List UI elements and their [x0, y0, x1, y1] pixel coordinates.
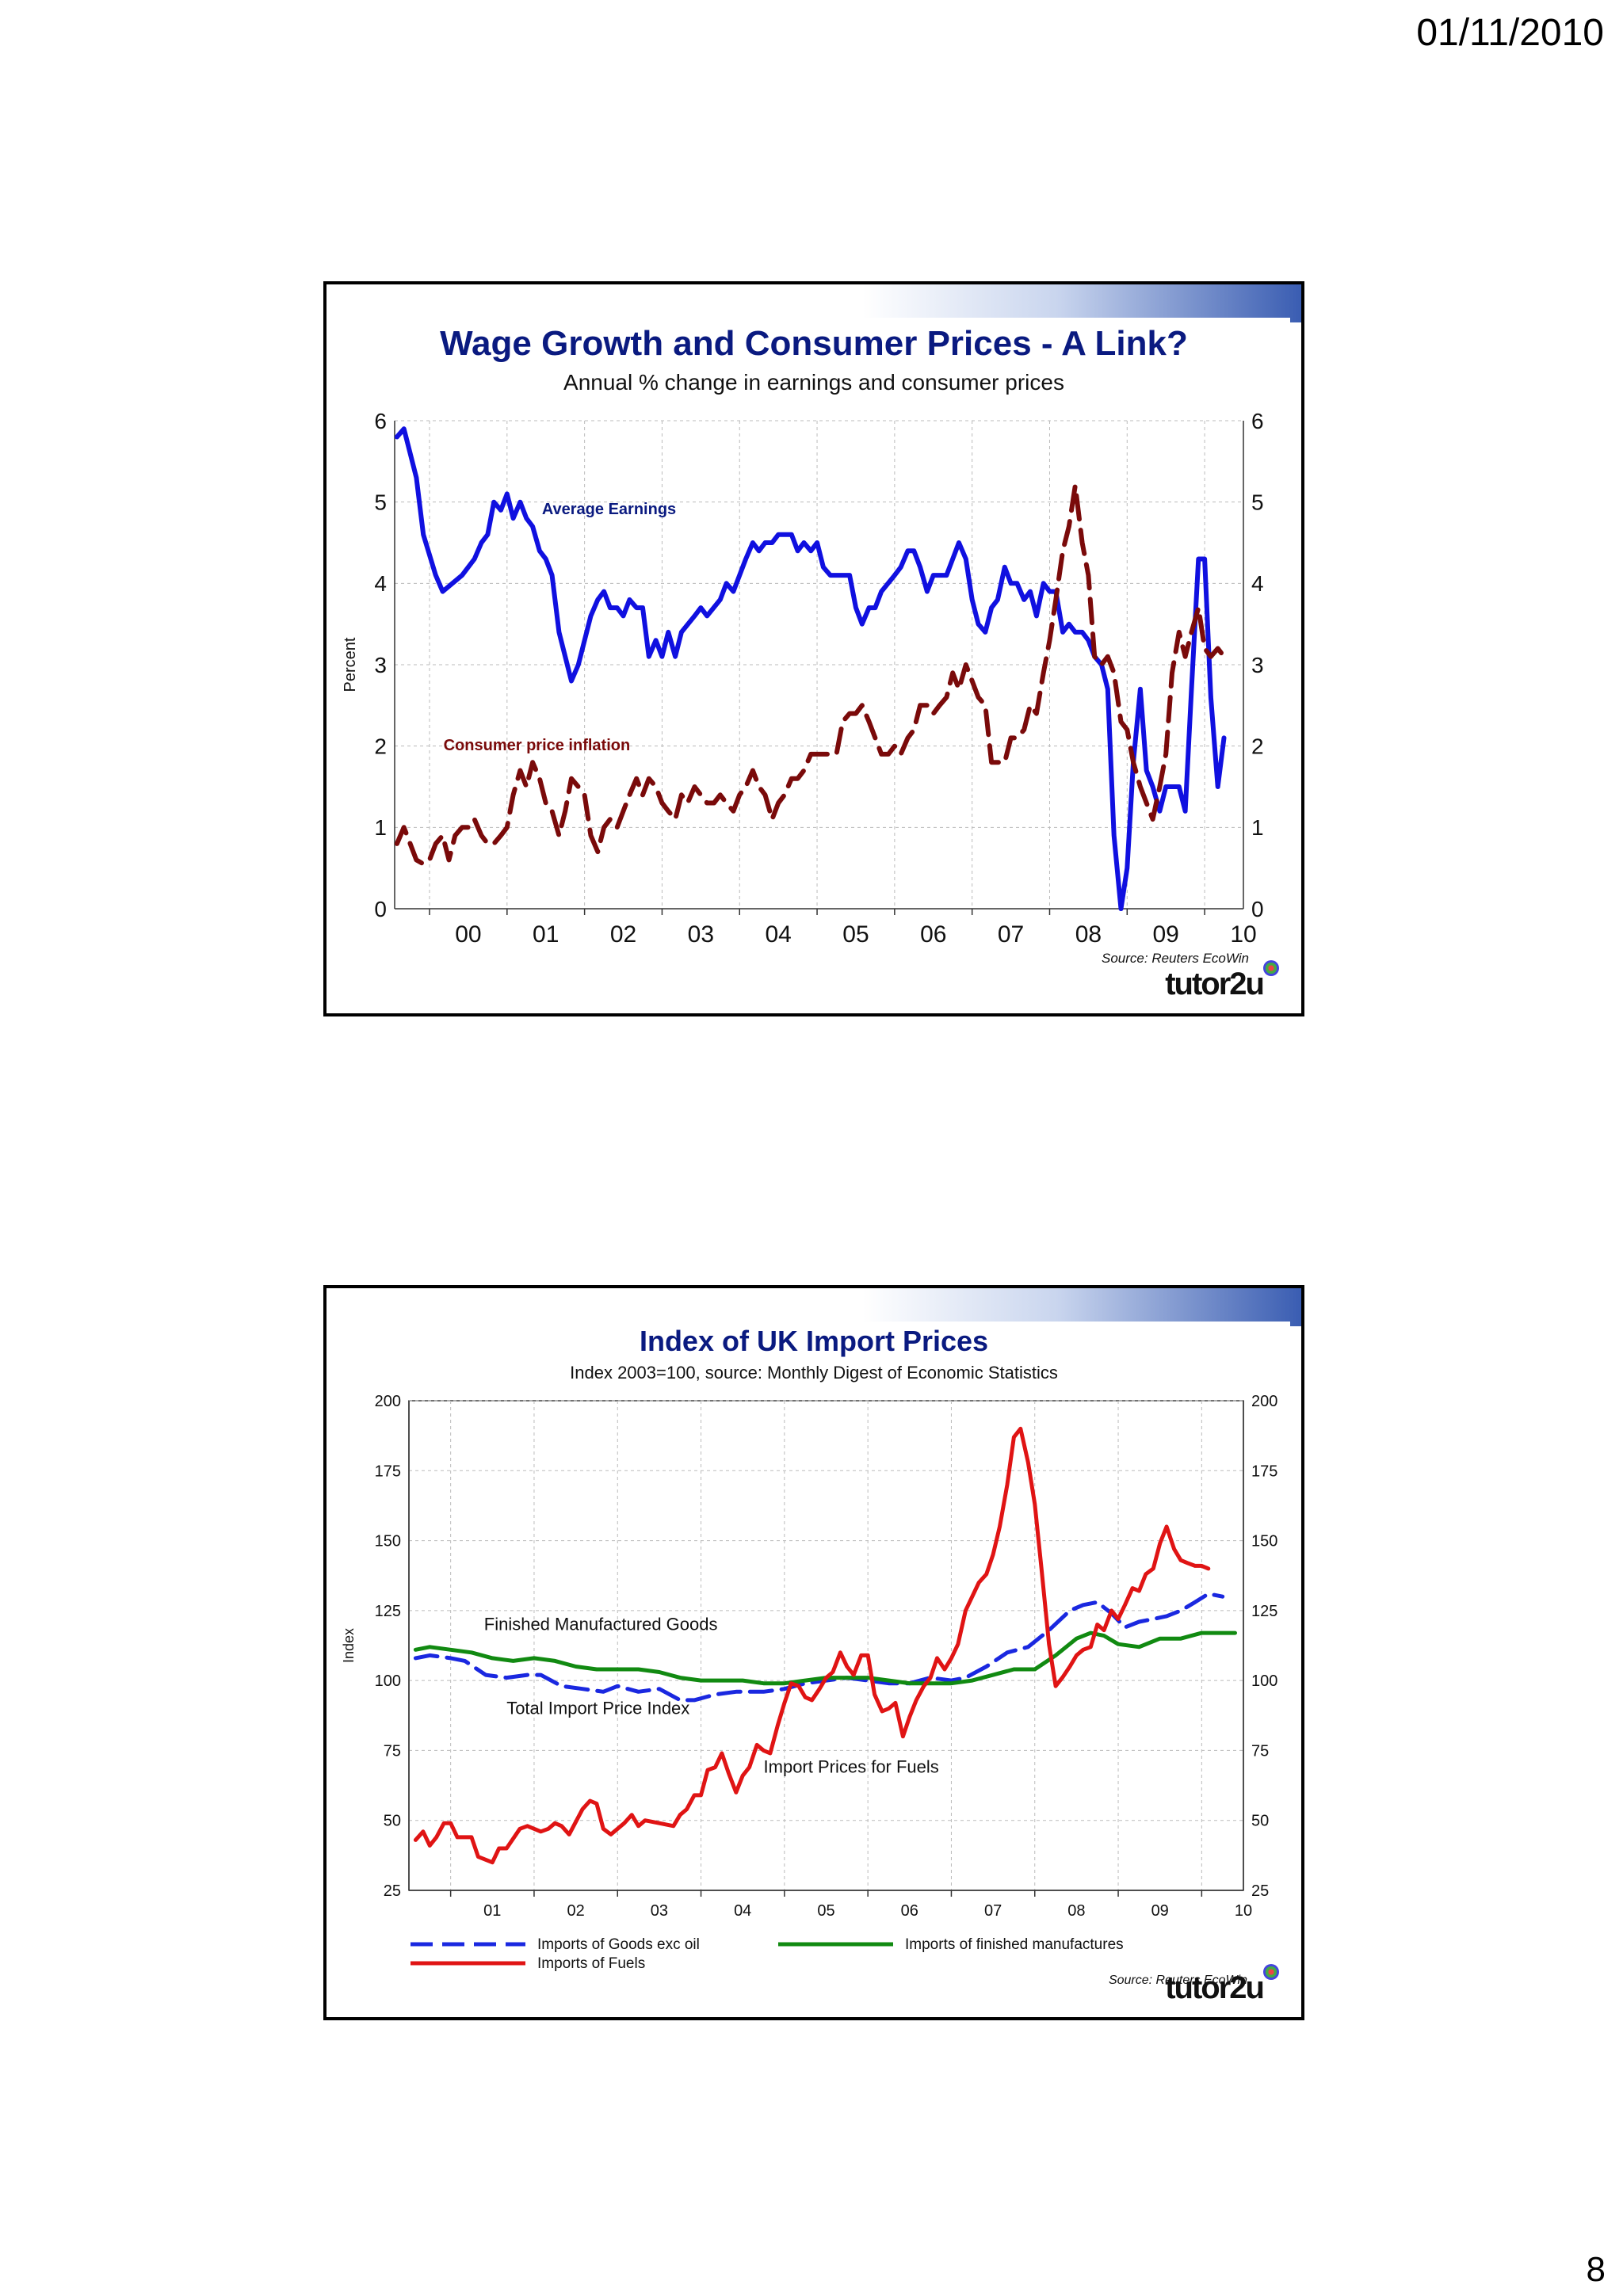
- slide-title: Index of UK Import Prices: [639, 1325, 989, 1357]
- y-tick-label-left: 50: [384, 1813, 401, 1830]
- legend-label: Imports of Goods exc oil: [537, 1936, 700, 1953]
- slide-panel: Index of UK Import Prices Index 2003=100…: [338, 1322, 1290, 2011]
- x-tick-label: 02: [567, 1902, 584, 1920]
- y-tick-label-left: 0: [374, 897, 387, 921]
- series-line-average-earnings: [394, 426, 1227, 911]
- x-tick-label: 07: [984, 1902, 1002, 1920]
- legend-item: Imports of Fuels: [411, 1955, 645, 1972]
- x-tick-label: 02: [610, 921, 636, 948]
- y-tick-label-left: 25: [384, 1882, 401, 1900]
- y-axis-label: Percent: [342, 637, 359, 692]
- y-tick-label-left: 2: [374, 734, 387, 758]
- y-tick-label-right: 75: [1251, 1742, 1269, 1760]
- import-prices-chart: 25 25 50 50 75 75 100 100 125 125 150 150 175 175 200 2…: [341, 1393, 1277, 1987]
- y-tick-label-right: 5: [1251, 490, 1264, 514]
- x-tick-label: 01: [533, 921, 559, 948]
- annotation-label: Import Prices for Fuels: [764, 1757, 939, 1777]
- slide-banner: [327, 284, 1301, 322]
- y-tick-label-right: 200: [1251, 1393, 1277, 1410]
- x-tick-label: 09: [1151, 1902, 1169, 1920]
- source-note: Source: Reuters EcoWin: [1109, 1974, 1247, 1987]
- y-tick-label-left: 100: [375, 1672, 401, 1690]
- y-tick-label-right: 50: [1251, 1813, 1269, 1830]
- y-tick-label-left: 125: [375, 1603, 401, 1620]
- x-tick-label: 04: [765, 921, 791, 948]
- y-tick-label-right: 3: [1251, 653, 1264, 677]
- tutor2u-logo: tutor2u: [1165, 960, 1279, 1002]
- y-tick-label-right: 125: [1251, 1603, 1277, 1620]
- y-tick-label-left: 3: [374, 653, 387, 677]
- x-tick-label: 03: [688, 921, 714, 948]
- slide-wage-growth: Wage Growth and Consumer Prices - A Link…: [323, 281, 1304, 1016]
- x-tick-label: 10: [1235, 1902, 1252, 1920]
- source-note: Source: Reuters EcoWin: [1102, 951, 1249, 966]
- y-tick-label-right: 4: [1251, 571, 1264, 596]
- x-tick-label: 01: [483, 1902, 501, 1920]
- annotation-label: Total Import Price Index: [506, 1699, 689, 1718]
- logo-text: tutor2u: [1165, 967, 1265, 1001]
- x-tick-label: 05: [842, 921, 869, 948]
- page-date: 01/11/2010: [1416, 12, 1604, 54]
- legend-label: Imports of Fuels: [537, 1955, 645, 1972]
- y-tick-label-right: 100: [1251, 1672, 1277, 1690]
- y-tick-label-right: 2: [1251, 734, 1264, 758]
- slide-import-prices: Index of UK Import Prices Index 2003=100…: [323, 1285, 1304, 2020]
- y-tick-label-right: 150: [1251, 1533, 1277, 1550]
- x-tick-label: 03: [651, 1902, 668, 1920]
- y-tick-label-left: 5: [374, 490, 387, 514]
- legend-label: Imports of finished manufactures: [905, 1936, 1124, 1953]
- series-line-consumer-price-inflation: [394, 483, 1227, 867]
- annotation-label: Average Earnings: [542, 501, 676, 518]
- y-tick-label-left: 75: [384, 1742, 401, 1760]
- x-tick-label: 00: [455, 921, 481, 948]
- series-line-imports-of-fuels: [413, 1426, 1211, 1865]
- y-tick-label-right: 0: [1251, 897, 1264, 921]
- y-tick-label-left: 175: [375, 1463, 401, 1480]
- x-tick-label: 08: [1075, 921, 1102, 948]
- y-tick-label-left: 4: [374, 571, 387, 596]
- legend-item: Imports of Goods exc oil: [411, 1936, 700, 1953]
- x-tick-label: 04: [734, 1902, 751, 1920]
- page-number: 8: [1586, 2250, 1606, 2289]
- tutor2u-logo: tutor2u: [1165, 1964, 1279, 2006]
- x-tick-label: 05: [817, 1902, 834, 1920]
- annotation-label: Finished Manufactured Goods: [484, 1615, 718, 1634]
- slide-title: Wage Growth and Consumer Prices - A Link…: [440, 324, 1188, 363]
- y-tick-label-right: 6: [1251, 409, 1264, 433]
- x-tick-label: 07: [998, 921, 1024, 948]
- y-tick-label-left: 6: [374, 409, 387, 433]
- annotation-label: Consumer price inflation: [444, 737, 631, 754]
- slide-panel: Wage Growth and Consumer Prices - A Link…: [338, 318, 1290, 1007]
- logo-mark: [1263, 1964, 1279, 1980]
- x-tick-label: 06: [901, 1902, 918, 1920]
- y-tick-label-left: 1: [374, 815, 387, 840]
- x-tick-label: 10: [1230, 921, 1256, 948]
- x-tick-label: 08: [1067, 1902, 1085, 1920]
- y-tick-label-left: 150: [375, 1533, 401, 1550]
- legend-item: Imports of finished manufactures: [778, 1936, 1124, 1953]
- series-line-imports-of-finished-manufactures: [413, 1630, 1237, 1686]
- y-tick-label-right: 25: [1251, 1882, 1269, 1900]
- logo-text: tutor2u: [1165, 1970, 1265, 2005]
- y-tick-label-left: 200: [375, 1393, 401, 1410]
- y-tick-label-right: 175: [1251, 1463, 1277, 1480]
- plot-area: [408, 1400, 1244, 1891]
- y-tick-label-right: 1: [1251, 815, 1264, 840]
- wage-cpi-chart: 0 01 12 23 34 45 56 600 01 02 03 04 05 06 07 08 09 10Perc…: [342, 409, 1264, 966]
- x-tick-label: 09: [1153, 921, 1179, 948]
- slide-banner: [327, 1288, 1301, 1326]
- y-axis-label: Index: [341, 1628, 357, 1663]
- logo-mark: [1263, 960, 1279, 976]
- x-tick-label: 06: [920, 921, 946, 948]
- slide-subtitle: Index 2003=100, source: Monthly Digest o…: [570, 1363, 1058, 1383]
- slide-subtitle: Annual % change in earnings and consumer…: [563, 370, 1064, 395]
